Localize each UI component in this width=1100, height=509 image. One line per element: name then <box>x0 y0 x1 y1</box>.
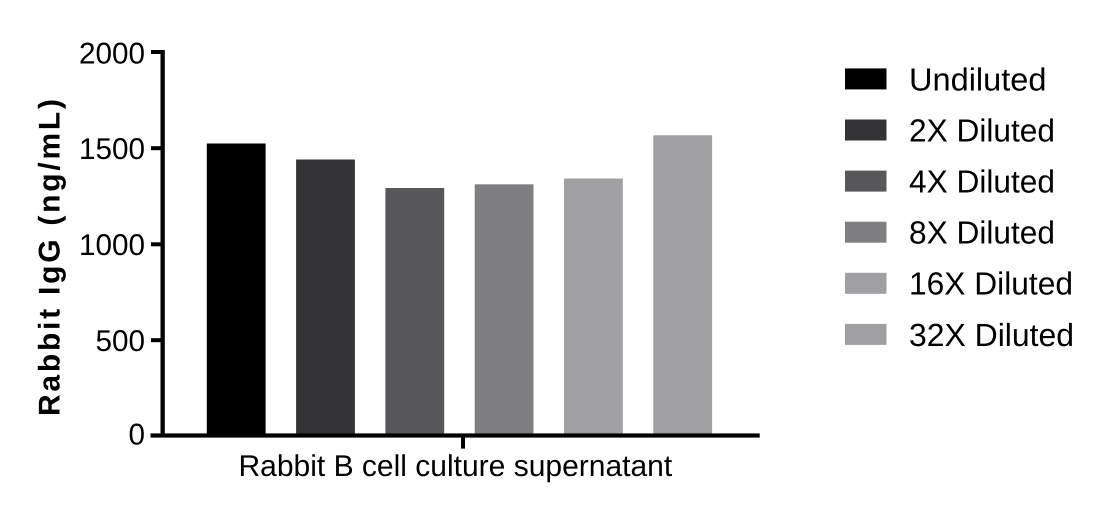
svg-text:500: 500 <box>96 325 146 358</box>
svg-text:1000: 1000 <box>79 229 145 262</box>
svg-text:2000: 2000 <box>79 38 145 71</box>
svg-text:4X Diluted: 4X Diluted <box>909 164 1055 200</box>
svg-text:2X Diluted: 2X Diluted <box>909 112 1055 148</box>
svg-text:Rabbit B cell culture supernat: Rabbit B cell culture supernatant <box>239 450 673 483</box>
svg-text:16X Diluted: 16X Diluted <box>909 266 1073 302</box>
svg-text:Rabbit IgG (ng/mL): Rabbit IgG (ng/mL) <box>34 99 67 416</box>
svg-text:0: 0 <box>129 419 146 452</box>
svg-text:Undiluted: Undiluted <box>909 61 1047 97</box>
svg-text:8X Diluted: 8X Diluted <box>909 215 1055 251</box>
svg-text:1500: 1500 <box>79 133 145 166</box>
svg-text:32X Diluted: 32X Diluted <box>909 317 1074 353</box>
